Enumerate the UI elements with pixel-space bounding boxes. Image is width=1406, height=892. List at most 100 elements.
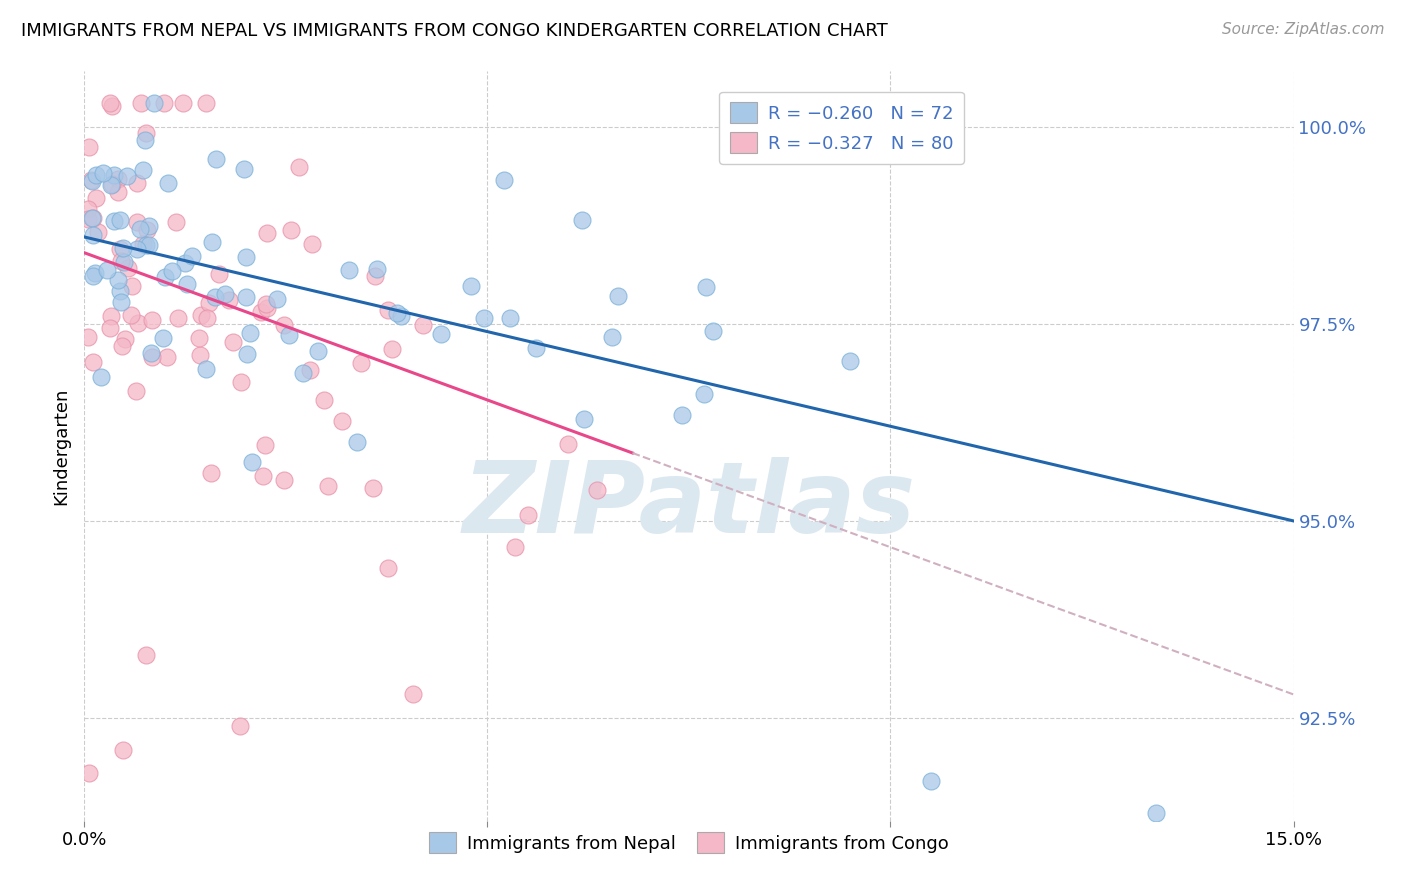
Point xyxy=(103,213,125,227)
Point xyxy=(214,287,236,301)
Point xyxy=(235,290,257,304)
Point xyxy=(188,331,211,345)
Point xyxy=(127,242,149,256)
Point xyxy=(218,293,240,307)
Point xyxy=(361,482,384,496)
Point xyxy=(138,238,160,252)
Point xyxy=(110,284,132,298)
Point xyxy=(402,688,425,702)
Point xyxy=(84,267,107,281)
Point xyxy=(173,256,195,270)
Point xyxy=(235,250,257,264)
Point xyxy=(240,455,263,469)
Point xyxy=(79,140,101,154)
Point xyxy=(298,363,321,377)
Point xyxy=(101,99,124,113)
Point xyxy=(195,311,218,326)
Point xyxy=(181,249,204,263)
Point xyxy=(377,560,399,574)
Point xyxy=(389,310,412,324)
Point xyxy=(228,719,250,733)
Point xyxy=(77,202,100,216)
Point xyxy=(156,177,179,191)
Point xyxy=(194,362,217,376)
Point xyxy=(82,211,104,225)
Legend: Immigrants from Nepal, Immigrants from Congo: Immigrants from Nepal, Immigrants from C… xyxy=(422,825,956,860)
Point xyxy=(277,327,299,342)
Point xyxy=(254,438,277,452)
Point xyxy=(132,237,155,252)
Point xyxy=(526,342,548,356)
Point xyxy=(134,126,156,140)
Point xyxy=(167,311,190,326)
Point xyxy=(460,279,482,293)
Point xyxy=(366,262,388,277)
Point xyxy=(273,473,295,487)
Point xyxy=(152,331,174,345)
Point xyxy=(499,311,522,326)
Point xyxy=(125,214,148,228)
Point xyxy=(96,263,118,277)
Point xyxy=(231,375,253,389)
Point xyxy=(82,174,104,188)
Point xyxy=(249,305,271,319)
Point xyxy=(288,161,311,175)
Point xyxy=(607,289,630,303)
Point xyxy=(472,311,495,326)
Point xyxy=(129,95,152,110)
Point xyxy=(80,173,103,187)
Point xyxy=(77,330,100,344)
Point xyxy=(112,742,135,756)
Point xyxy=(115,169,138,183)
Point xyxy=(200,466,222,480)
Point xyxy=(108,242,131,256)
Point xyxy=(134,133,156,147)
Point xyxy=(412,318,434,332)
Point xyxy=(143,95,166,110)
Point xyxy=(98,95,121,110)
Point xyxy=(198,296,221,310)
Point xyxy=(127,316,149,330)
Point xyxy=(318,479,340,493)
Point xyxy=(107,172,129,186)
Point xyxy=(110,253,132,268)
Point xyxy=(557,437,579,451)
Point xyxy=(132,162,155,177)
Point xyxy=(103,168,125,182)
Point xyxy=(114,332,136,346)
Point xyxy=(201,235,224,249)
Point xyxy=(117,261,139,276)
Point xyxy=(100,178,122,192)
Point xyxy=(291,366,314,380)
Point xyxy=(165,215,187,229)
Point xyxy=(135,223,157,237)
Point xyxy=(337,263,360,277)
Point xyxy=(107,273,129,287)
Point xyxy=(381,342,404,356)
Point xyxy=(100,178,122,192)
Point xyxy=(236,347,259,361)
Point xyxy=(110,295,132,310)
Point xyxy=(205,152,228,166)
Point xyxy=(124,384,146,399)
Point xyxy=(125,176,148,190)
Point xyxy=(84,191,107,205)
Point xyxy=(671,408,693,422)
Point xyxy=(111,339,134,353)
Point xyxy=(100,309,122,323)
Point xyxy=(377,302,399,317)
Point xyxy=(256,226,278,240)
Point xyxy=(77,212,100,227)
Point xyxy=(141,312,163,326)
Point xyxy=(156,350,179,364)
Point xyxy=(135,648,157,662)
Text: ZIPatlas: ZIPatlas xyxy=(463,458,915,555)
Text: IMMIGRANTS FROM NEPAL VS IMMIGRANTS FROM CONGO KINDERGARTEN CORRELATION CHART: IMMIGRANTS FROM NEPAL VS IMMIGRANTS FROM… xyxy=(21,22,887,40)
Point xyxy=(307,344,329,359)
Point xyxy=(121,279,143,293)
Point xyxy=(239,326,262,341)
Point xyxy=(387,306,409,320)
Point xyxy=(208,267,231,281)
Point xyxy=(188,348,211,362)
Point xyxy=(920,774,942,789)
